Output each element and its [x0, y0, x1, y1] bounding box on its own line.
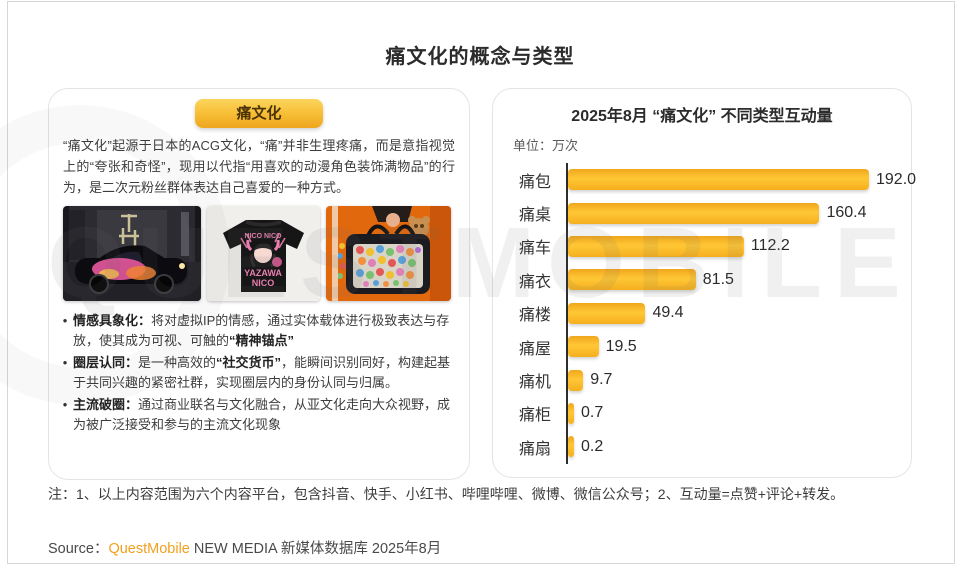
bar-痛包: [568, 169, 869, 191]
bullet-segment: 将对虚拟IP的情感，通过实体载体进行极致表达与存放，使其成为可视、可触的: [73, 313, 450, 348]
bullet-segment: “社交货币”: [216, 355, 282, 370]
chart-unit-label: 单位：万次: [513, 138, 579, 153]
concept-bullet: 主流破圈：通过商业联名与文化融合，从亚文化走向大众视野，成为被广泛接受和参与的主…: [57, 395, 455, 435]
engagement-chart-panel: 2025年8月 “痛文化” 不同类型互动量 单位：万次 痛包 192.0 痛桌 160…: [492, 88, 916, 478]
bar-category-label: 痛扇: [518, 440, 551, 458]
concept-bullet: 圈层认同：是一种高效的“社交货币”，能瞬间识别同好，构建起基于共同兴趣的紧密社群…: [57, 353, 455, 393]
ita-tshirt-photo: NICO NICO YAZAWA NICO: [207, 206, 320, 301]
source-line: Source：QuestMobile NEW MEDIA 新媒体数据库 2025…: [48, 537, 441, 558]
bar-痛衣: [568, 269, 696, 291]
bar-value-label: 9.7: [590, 371, 613, 389]
chart-bar-row: 痛楼 49.4: [506, 296, 899, 330]
bar-category-label: 痛衣: [518, 273, 551, 291]
photo-row: NICO NICO YAZAWA NICO: [63, 206, 455, 301]
chart-bar-row: 痛扇 0.2: [506, 430, 899, 464]
bar-value-label: 0.2: [581, 437, 604, 455]
bar-track: 112.2: [566, 229, 899, 264]
bullet-marker-icon: [57, 353, 73, 393]
bullet-text: 主流破圈：通过商业联名与文化融合，从亚文化走向大众视野，成为被广泛接受和参与的主…: [73, 395, 455, 435]
chart-bar-row: 痛衣 81.5: [506, 263, 899, 297]
bar-category-label: 痛包: [518, 173, 551, 191]
bar-value-label: 160.4: [826, 204, 867, 222]
bar-track: 19.5: [566, 329, 899, 364]
bar-chart: 痛包 192.0 痛桌 160.4 痛车 112.2 痛衣 81.5 痛楼 49.4 痛屋 19.5 痛…: [506, 163, 916, 464]
bullet-marker-icon: [57, 311, 73, 351]
source-brand: QuestMobile: [108, 541, 190, 557]
chart-bar-row: 痛机 9.7: [506, 363, 899, 397]
bar-痛机: [568, 369, 584, 391]
bar-value-label: 0.7: [581, 404, 604, 422]
bar-痛桌: [568, 202, 820, 224]
bar-value-label: 49.4: [652, 304, 684, 322]
bar-track: 192.0: [566, 163, 917, 197]
chart-title: 2025年8月 “痛文化” 不同类型互动量: [571, 108, 833, 125]
bullet-segment: 通过商业联名与文化融合，从亚文化走向大众视野，成为被广泛接受和参与的主流文化现象: [73, 397, 451, 432]
bar-value-label: 81.5: [702, 270, 734, 288]
chart-bar-row: 痛屋 19.5: [506, 329, 899, 364]
tshirt-print-text-mid: YAZAWA: [244, 268, 282, 278]
bullet-term: 圈层认同：: [73, 355, 139, 370]
concept-bullet: 情感具象化：将对虚拟IP的情感，通过实体载体进行极致表达与存放，使其成为可视、可…: [57, 311, 455, 351]
itasha-car-photo: [63, 206, 201, 301]
chart-bar-row: 痛车 112.2: [506, 229, 899, 264]
bullet-term: 情感具象化：: [73, 313, 152, 328]
bullet-segment: “精神锚点”: [229, 333, 295, 348]
tshirt-print-text-bottom: NICO: [252, 278, 275, 288]
bar-痛扇: [568, 436, 574, 458]
bar-category-label: 痛柜: [518, 407, 551, 425]
bar-category-label: 痛楼: [518, 307, 551, 325]
bar-痛柜: [568, 402, 574, 424]
bullet-segment: 是一种高效的: [138, 355, 217, 370]
bar-value-label: 192.0: [876, 170, 917, 188]
bar-category-label: 痛机: [518, 374, 551, 392]
source-label: Source：: [48, 541, 109, 557]
bar-track: 0.2: [566, 430, 899, 464]
bar-痛楼: [568, 302, 646, 324]
bar-track: 9.7: [566, 363, 899, 397]
bar-value-label: 112.2: [750, 237, 790, 255]
bar-痛屋: [568, 336, 599, 358]
bar-track: 49.4: [566, 296, 899, 330]
bullet-segment: ，能瞬间识别同好，构建起基于共同兴趣的紧密社群，实现圈层内的身份认同与归属。: [73, 355, 451, 390]
page-title: 痛文化的概念与类型: [385, 46, 575, 68]
bar-category-label: 痛车: [518, 240, 551, 258]
bar-track: 160.4: [566, 196, 899, 230]
bar-category-label: 痛桌: [518, 207, 551, 225]
bullet-marker-icon: [57, 395, 73, 435]
ita-bag-photo: [326, 206, 451, 301]
concept-intro-text: “痛文化”起源于日本的ACG文化，“痛”并非生理疼痛，而是意指视觉上的“夸张和奇…: [63, 138, 455, 195]
chart-bar-row: 痛柜 0.7: [506, 396, 899, 431]
bar-track: 81.5: [566, 263, 899, 297]
chart-bar-row: 痛桌 160.4: [506, 196, 899, 230]
bar-track: 0.7: [566, 396, 899, 431]
tshirt-print-text-top: NICO NICO: [245, 233, 283, 240]
bullet-text: 情感具象化：将对虚拟IP的情感，通过实体载体进行极致表达与存放，使其成为可视、可…: [73, 311, 455, 351]
bar-痛车: [568, 235, 744, 257]
concept-bullet-list: 情感具象化：将对虚拟IP的情感，通过实体载体进行极致表达与存放，使其成为可视、可…: [57, 311, 455, 435]
concept-panel: 痛文化 “痛文化”起源于日本的ACG文化，“痛”并非生理疼痛，而是意指视觉上的“…: [48, 88, 470, 480]
bar-category-label: 痛屋: [518, 340, 551, 358]
bullet-text: 圈层认同：是一种高效的“社交货币”，能瞬间识别同好，构建起基于共同兴趣的紧密社群…: [73, 353, 455, 393]
bullet-term: 主流破圈：: [73, 397, 139, 412]
source-rest: NEW MEDIA 新媒体数据库 2025年8月: [189, 541, 442, 557]
bar-value-label: 19.5: [605, 337, 637, 355]
concept-badge: 痛文化: [195, 99, 323, 128]
chart-bar-row: 痛包 192.0: [506, 163, 916, 197]
footnote: 注：1、以上内容范围为六个内容平台，包含抖音、快手、小红书、哔哩哔哩、微博、微信…: [48, 486, 845, 502]
